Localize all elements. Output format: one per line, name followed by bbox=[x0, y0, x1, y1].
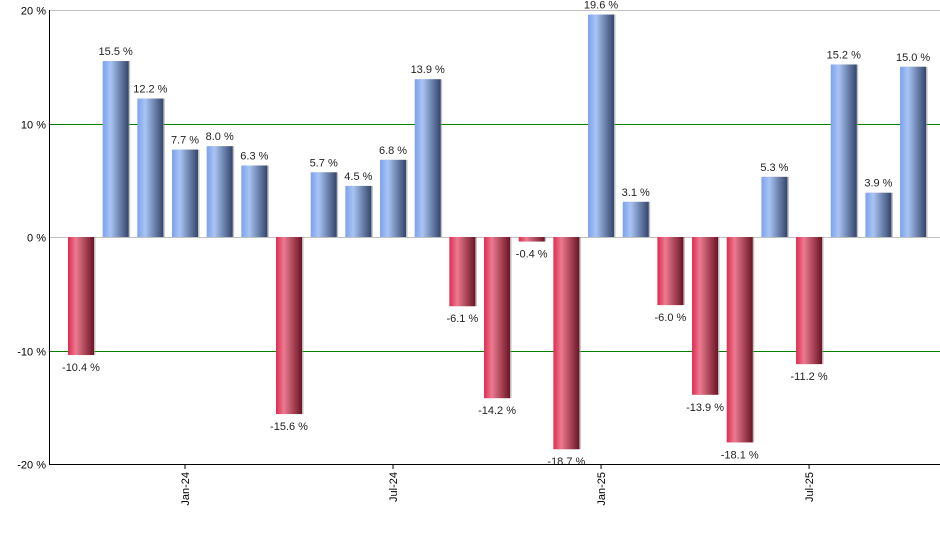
bars: -10.4 % 15.5 % 12.2 % 7.7 % 8.0 % 6.3 % -15.6 … bbox=[62, 0, 930, 468]
bar-jul-25 bbox=[796, 237, 823, 365]
bar-aug-25 bbox=[830, 64, 857, 237]
data-label: -10.4 % bbox=[62, 362, 100, 374]
bar-may-24 bbox=[310, 172, 337, 237]
bar-nov-24 bbox=[518, 237, 545, 242]
bar-apr-24 bbox=[276, 237, 303, 415]
bar-jul-24 bbox=[380, 159, 407, 237]
data-label: 3.1 % bbox=[622, 187, 650, 199]
bar-sep-24 bbox=[449, 237, 476, 307]
axes: 20 % 10 % 0 % -10 % -20 % Jan-24 Jul-24 Jan-25 J… bbox=[17, 6, 940, 506]
bar-sep-25 bbox=[865, 192, 892, 237]
bar-oct-23 bbox=[68, 237, 94, 356]
bar-jun-25 bbox=[761, 176, 788, 237]
data-label: -15.6 % bbox=[270, 421, 308, 433]
y-tick-label: -10 % bbox=[17, 347, 46, 359]
data-label: 15.2 % bbox=[827, 49, 861, 61]
data-label: 15.0 % bbox=[896, 52, 930, 64]
data-label: -0.4 % bbox=[516, 249, 548, 261]
data-label: 8.0 % bbox=[206, 131, 234, 143]
bar-dec-24 bbox=[553, 237, 580, 450]
bar-feb-24 bbox=[206, 146, 233, 237]
y-tick-label: 0 % bbox=[27, 233, 46, 245]
data-label: 6.3 % bbox=[240, 150, 268, 162]
data-label: 7.7 % bbox=[171, 135, 199, 147]
data-label: 13.9 % bbox=[411, 64, 445, 76]
bar-jun-24 bbox=[345, 185, 372, 237]
data-label: -14.2 % bbox=[478, 405, 516, 417]
data-label: -6.0 % bbox=[654, 312, 686, 324]
x-tick-label: Jul-25 bbox=[804, 472, 816, 502]
bar-dec-23 bbox=[137, 98, 164, 237]
data-label: 12.2 % bbox=[133, 84, 167, 96]
data-label: 19.6 % bbox=[584, 0, 618, 12]
bar-jan-25 bbox=[588, 14, 615, 238]
data-label: -11.2 % bbox=[791, 371, 828, 383]
bar-may-25 bbox=[726, 237, 753, 443]
bar-mar-24 bbox=[241, 165, 268, 237]
bar-nov-23 bbox=[102, 61, 129, 238]
bar-apr-25 bbox=[692, 237, 719, 395]
bar-mar-25 bbox=[657, 237, 684, 306]
y-tick-label: 20 % bbox=[21, 6, 46, 18]
bar-jan-24 bbox=[172, 149, 199, 237]
data-label: 5.3 % bbox=[760, 162, 788, 174]
data-label: -6.1 % bbox=[446, 313, 478, 325]
x-tick-label: Jan-25 bbox=[596, 472, 608, 506]
data-label: 6.8 % bbox=[379, 145, 407, 157]
data-label: 15.5 % bbox=[99, 46, 133, 58]
bar-aug-24 bbox=[414, 79, 441, 237]
x-tick-label: Jan-24 bbox=[180, 472, 192, 506]
data-label: 3.9 % bbox=[864, 178, 892, 190]
data-label: -18.1 % bbox=[721, 449, 759, 461]
bar-oct-25 bbox=[900, 66, 927, 237]
y-tick-label: -20 % bbox=[17, 460, 46, 472]
y-tick-label: 10 % bbox=[21, 120, 46, 132]
x-tick-label: Jul-24 bbox=[388, 472, 400, 502]
data-label: -13.9 % bbox=[686, 402, 724, 414]
data-label: -18.7 % bbox=[547, 456, 585, 468]
bar-feb-25 bbox=[622, 201, 649, 237]
data-label: 4.5 % bbox=[344, 171, 372, 183]
data-label: 5.7 % bbox=[310, 157, 338, 169]
bar-oct-24 bbox=[484, 237, 511, 399]
